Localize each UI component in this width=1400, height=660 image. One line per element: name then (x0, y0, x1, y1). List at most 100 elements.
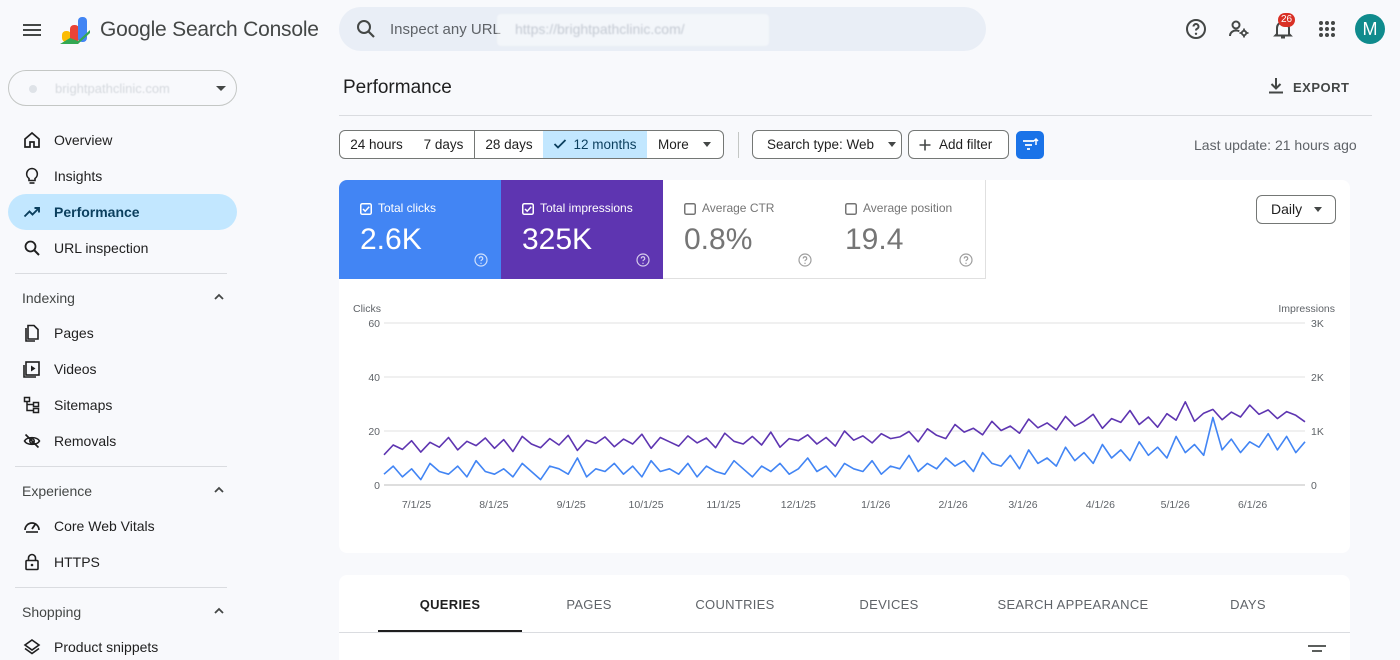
metric-average-position[interactable]: Average position 19.4 (824, 180, 986, 279)
help-icon[interactable] (636, 253, 650, 267)
sidebar-item-https[interactable]: HTTPS (8, 544, 237, 580)
sidebar-item-removals[interactable]: Removals (8, 423, 237, 459)
range-12-months[interactable]: 12 months (543, 130, 648, 159)
download-icon (1269, 78, 1283, 94)
property-name: brightpathclinic.com (55, 81, 170, 96)
sidebar-item-product-snippets[interactable]: Product snippets (8, 629, 237, 660)
pages-icon (25, 324, 39, 342)
left-axis-title: Clicks (353, 303, 381, 315)
tab-countries[interactable]: COUNTRIES (695, 597, 775, 612)
brand-title[interactable]: Google Search Console (100, 18, 319, 41)
checkbox-checked-icon (360, 203, 372, 215)
eye-off-icon (23, 433, 41, 449)
help-icon[interactable] (959, 253, 973, 267)
range-24-hours[interactable]: 24 hours (339, 130, 414, 159)
left-tick-label: 40 (368, 372, 380, 384)
menu-icon[interactable] (20, 18, 44, 42)
sidebar-item-pages[interactable]: Pages (8, 315, 237, 351)
granularity-dropdown[interactable]: Daily (1256, 195, 1336, 224)
trending-up-icon (23, 207, 40, 218)
filter-separator (738, 132, 739, 158)
sidebar-divider (15, 466, 227, 467)
tab-search-appearance[interactable]: SEARCH APPEARANCE (997, 597, 1149, 612)
sidebar-item-insights[interactable]: Insights (8, 158, 237, 194)
export-button[interactable]: EXPORT (1260, 72, 1352, 102)
sidebar-item-label: Core Web Vitals (54, 518, 155, 534)
sidebar-item-label: URL inspection (54, 240, 149, 256)
search-console-logo[interactable] (60, 14, 94, 46)
speedometer-icon (24, 522, 40, 533)
filter-rows-icon[interactable] (1307, 643, 1327, 657)
video-icon (23, 361, 40, 378)
tab-queries[interactable]: QUERIES (419, 597, 481, 612)
section-shopping[interactable]: Shopping (8, 596, 237, 626)
x-tick-label: 12/1/25 (781, 499, 816, 511)
manage-users-icon[interactable] (1227, 17, 1251, 41)
help-icon[interactable] (798, 253, 812, 267)
range-more-label: More (658, 137, 689, 152)
sidebar-item-label: Pages (54, 325, 94, 341)
sidebar-item-url-inspection[interactable]: URL inspection (8, 230, 237, 266)
performance-chart[interactable]: Clicks Impressions 60 3K 40 2K 20 1K 0 0 7/1/25 8/1… (339, 290, 1350, 520)
help-icon[interactable] (1184, 17, 1208, 41)
range-28-days[interactable]: 28 days (475, 130, 544, 159)
range-7-days[interactable]: 7 days (413, 130, 475, 159)
property-selector[interactable]: brightpathclinic.com (8, 70, 237, 106)
right-axis-title: Impressions (1278, 303, 1335, 315)
series-line-impressions (383, 401, 1306, 456)
x-tick-label: 6/1/26 (1238, 499, 1267, 511)
tab-days[interactable]: DAYS (1230, 597, 1266, 612)
x-tick-label: 4/1/26 (1086, 499, 1115, 511)
left-tick-label: 20 (368, 426, 380, 438)
section-title: Experience (22, 483, 93, 499)
apps-grid-icon[interactable] (1315, 17, 1339, 41)
sidebar-item-performance[interactable]: Performance (8, 194, 237, 230)
section-indexing[interactable]: Indexing (8, 282, 237, 312)
x-tick-label: 7/1/25 (402, 499, 431, 511)
right-tick-label: 3K (1311, 318, 1324, 330)
search-type-dropdown[interactable]: Search type: Web (752, 130, 902, 159)
dropdown-caret-icon (216, 86, 226, 91)
section-title: Shopping (22, 604, 82, 620)
right-tick-label: 2K (1311, 372, 1324, 384)
x-tick-label: 1/1/26 (861, 499, 890, 511)
help-icon[interactable] (474, 253, 488, 267)
search-icon (24, 240, 40, 256)
metric-total-clicks[interactable]: Total clicks 2.6K (339, 180, 501, 279)
add-filter-label: Add filter (939, 137, 993, 152)
add-filter-button[interactable]: Add filter (908, 130, 1009, 159)
home-icon (24, 131, 40, 148)
metric-total-impressions[interactable]: Total impressions 325K (501, 180, 663, 279)
metric-value: 2.6K (360, 223, 422, 256)
sidebar-item-core-web-vitals[interactable]: Core Web Vitals (8, 508, 237, 544)
sidebar-item-overview[interactable]: Overview (8, 122, 237, 158)
sitemap-icon (23, 396, 40, 414)
metric-average-ctr[interactable]: Average CTR 0.8% (663, 180, 825, 279)
tabs-divider (339, 632, 1350, 633)
url-hint: https://brightpathclinic.com/ (497, 14, 769, 46)
property-favicon-icon (29, 85, 37, 93)
checkbox-checked-icon (522, 203, 534, 215)
tab-pages[interactable]: PAGES (566, 597, 612, 612)
header-divider (339, 115, 1372, 116)
range-12-months-label: 12 months (573, 137, 637, 152)
tab-devices[interactable]: DEVICES (859, 597, 919, 612)
filter-settings-button[interactable] (1016, 131, 1044, 159)
filter-list-icon (1023, 137, 1039, 150)
sidebar-item-label: Overview (54, 132, 113, 148)
range-more-dropdown[interactable]: More (647, 130, 724, 159)
export-label: EXPORT (1293, 80, 1350, 95)
search-icon (357, 20, 375, 38)
url-inspect-input[interactable] (390, 18, 970, 40)
sidebar-item-videos[interactable]: Videos (8, 351, 237, 387)
account-avatar[interactable]: M (1355, 14, 1385, 44)
chevron-down-icon (702, 141, 711, 147)
notifications-badge: 26 (1278, 13, 1295, 27)
metric-label: Total impressions (540, 201, 633, 215)
left-tick-label: 0 (374, 480, 380, 492)
sidebar-item-label: Removals (54, 433, 117, 449)
url-inspect-bar[interactable] (339, 7, 986, 51)
section-experience[interactable]: Experience (8, 475, 237, 505)
sidebar-item-sitemaps[interactable]: Sitemaps (8, 387, 237, 423)
metric-label: Average position (863, 201, 953, 215)
